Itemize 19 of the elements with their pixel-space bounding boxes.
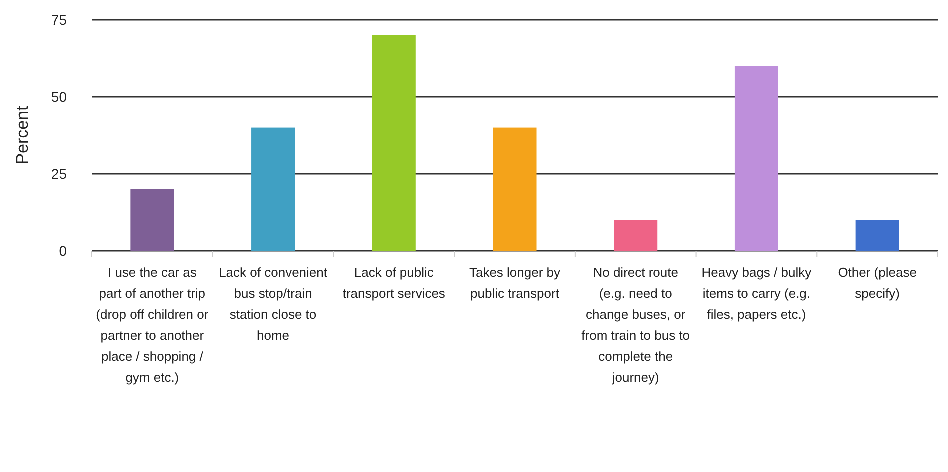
bar xyxy=(614,220,658,251)
y-tick-label: 75 xyxy=(51,12,68,28)
x-tick-label: I use the car as part of another trip (drop off children or partner to another place / shopping / gym etc.) xyxy=(96,265,210,385)
x-tick-label: Lack of public transport services xyxy=(342,265,446,301)
y-tick-label: 25 xyxy=(51,166,68,182)
x-tick-label: Heavy bags / bulky items to carry (e.g. files, papers etc.) xyxy=(702,265,812,322)
bar xyxy=(372,35,416,251)
y-tick-label: 0 xyxy=(59,242,68,259)
x-tick-label: Takes longer by public transport xyxy=(469,265,562,301)
y-axis-title: Percent xyxy=(13,106,32,165)
x-tick-label: Lack of convenient bus stop/train station close to home xyxy=(219,265,328,343)
bar xyxy=(130,189,174,251)
bar xyxy=(734,66,778,251)
bar xyxy=(856,220,900,251)
y-tick-label: 50 xyxy=(51,88,68,105)
bar xyxy=(493,128,537,251)
x-tick-label: Other (please specify) xyxy=(838,265,917,301)
x-tick-label: No direct route (e.g. need to change buses, or from train to bus to complete the journey) xyxy=(582,265,690,385)
bar xyxy=(252,128,296,251)
